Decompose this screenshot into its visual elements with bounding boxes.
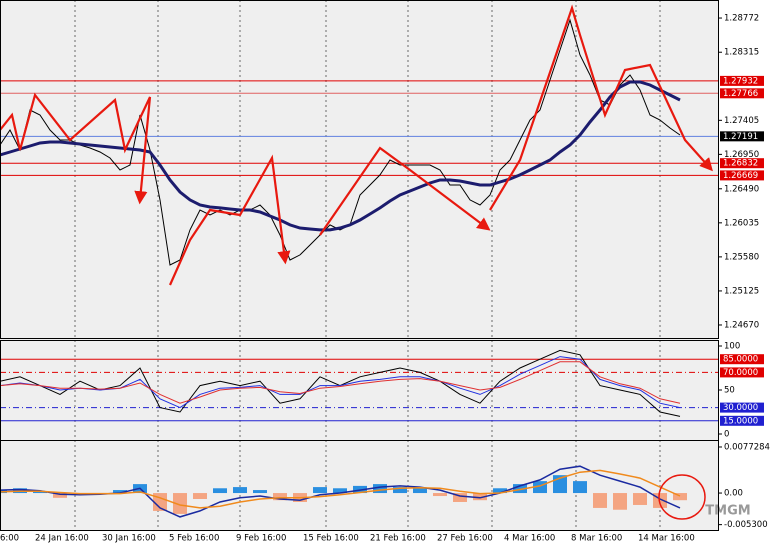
histogram-bar <box>573 481 587 494</box>
x-tick-label: 14 Mar 16:00 <box>638 534 695 544</box>
y-tick-label: 50 <box>724 386 735 396</box>
watermark: TMGM <box>705 504 750 519</box>
x-tick-label: 5 Feb 16:00 <box>169 534 219 544</box>
x-tick-label: 9 Feb 16:00 <box>236 534 286 544</box>
series-line <box>0 361 681 404</box>
highlight-circle <box>658 474 706 520</box>
level-label: 30.0000 <box>723 403 758 413</box>
level-label-box <box>720 158 764 169</box>
x-tick-label: 21 Feb 16:00 <box>370 534 426 544</box>
y-tick-label: 1.28315 <box>724 48 759 58</box>
series-line <box>0 80 681 232</box>
histogram-bar <box>453 493 467 502</box>
histogram-bar <box>233 487 247 494</box>
level-label-box <box>720 75 764 86</box>
level-label-box <box>720 131 764 142</box>
histogram-bar <box>213 488 227 494</box>
annotation-arrows <box>0 4 713 286</box>
y-tick-label: 1.26950 <box>724 150 759 160</box>
x-tick-label: 24 Jan 16:00 <box>35 534 89 544</box>
y-tick-label: 1.28772 <box>724 14 759 24</box>
histogram-bar <box>193 493 207 500</box>
histogram-bar <box>633 493 647 505</box>
y-tick-label: 1.27405 <box>724 116 759 126</box>
histogram-bar <box>673 493 687 501</box>
level-label: 1.27191 <box>723 132 758 142</box>
level-label-box <box>720 415 764 426</box>
histogram-bar <box>613 493 627 510</box>
y-tick-label: 1.26035 <box>724 218 759 228</box>
level-label: 1.27932 <box>723 76 758 86</box>
y-tick-label: 0.0077284 <box>724 442 770 452</box>
histogram-bar <box>113 490 127 494</box>
level-label-box <box>720 402 764 413</box>
level-label-box <box>720 88 764 99</box>
level-label: 1.26832 <box>723 159 758 169</box>
x-tick-label: 30 Jan 16:00 <box>102 534 156 544</box>
level-label: 1.27766 <box>723 89 758 99</box>
histogram-bar <box>273 493 287 501</box>
histogram-bar <box>433 493 447 497</box>
separators <box>74 0 661 531</box>
x-tick-label: 4 Mar 16:00 <box>504 534 555 544</box>
x-tick-label: 15 Feb 16:00 <box>303 534 359 544</box>
histogram-bar <box>253 490 267 494</box>
y-tick-label: 0 <box>724 430 729 440</box>
level-label: 70.0000 <box>723 368 758 378</box>
pane-frame <box>0 0 719 339</box>
level-label-box <box>720 367 764 378</box>
histogram-bar <box>313 487 327 494</box>
histogram-bar <box>413 488 427 494</box>
histogram-bar <box>513 484 527 494</box>
y-tick-label: 1.25125 <box>724 286 759 296</box>
level-label: 85.0000 <box>723 355 758 365</box>
histogram-bar <box>373 484 387 494</box>
series-line <box>0 18 681 266</box>
histogram-bar <box>53 493 67 498</box>
histogram-bar <box>393 487 407 494</box>
y-tick-label: 1.24670 <box>724 320 759 330</box>
y-tick-label: 100 <box>724 342 740 352</box>
y-tick-label: 1.26490 <box>724 184 759 194</box>
series-line <box>0 469 681 509</box>
x-tick-label: 6:00 <box>0 534 19 544</box>
histogram-bar <box>533 481 547 494</box>
histogram-bar <box>593 493 607 508</box>
y-tick-label: 1.25580 <box>724 252 759 262</box>
histogram-bar <box>493 488 507 494</box>
level-label: 1.26669 <box>723 171 758 181</box>
pane-frame <box>0 440 719 531</box>
histogram-bar <box>333 488 347 494</box>
y-tick-label: 0.00 <box>724 489 743 499</box>
histogram-bar <box>473 493 487 501</box>
x-tick-label: 8 Mar 16:00 <box>571 534 622 544</box>
x-tick-label: 27 Feb 16:00 <box>437 534 493 544</box>
histogram-bar <box>173 493 187 514</box>
y-tick-label: -0.005300 <box>724 520 768 530</box>
plot-background <box>0 0 718 531</box>
level-label: 15.0000 <box>723 416 758 426</box>
level-label-box <box>720 170 764 181</box>
level-label-box <box>720 354 764 365</box>
histogram-bar <box>33 491 47 494</box>
